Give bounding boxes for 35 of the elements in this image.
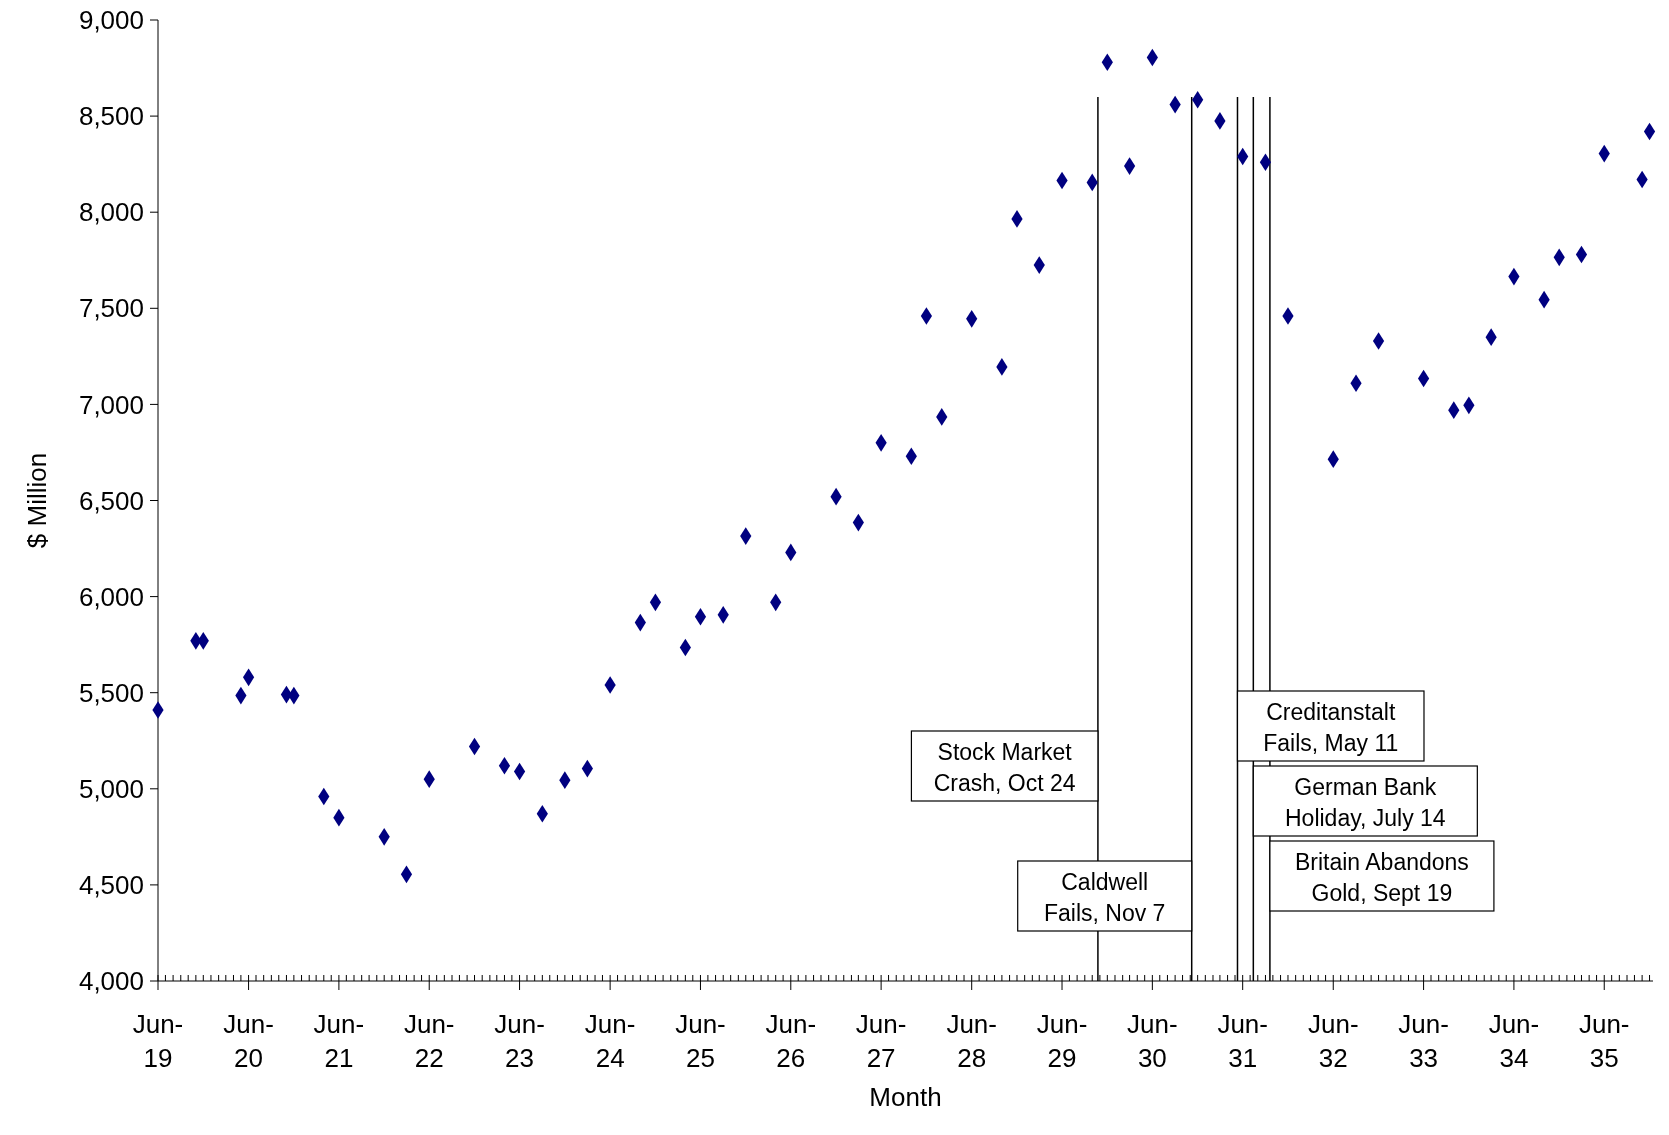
y-tick-label: 6,500 (78, 485, 144, 516)
x-tick-label: Jun-24 (584, 1009, 636, 1073)
x-tick-label: Jun-20 (223, 1009, 274, 1073)
x-tick-label: Jun-19 (132, 1009, 184, 1073)
x-tick-label: Jun-33 (1398, 1009, 1449, 1073)
x-axis-title: Month (869, 1082, 942, 1112)
x-tick-label: Jun-21 (313, 1009, 365, 1073)
y-tick-label: 4,500 (78, 870, 144, 900)
y-tick-label: 4,000 (78, 966, 144, 997)
ref-line-label: Britain Abandons Gold, Sept 19 (1294, 849, 1469, 906)
x-tick-label: Jun-30 (1127, 1009, 1178, 1073)
x-tick-label: Jun-23 (494, 1009, 545, 1073)
y-tick-label: 7,500 (78, 293, 144, 324)
ref-line-label: Creditanstalt Fails, May 11 (1263, 699, 1399, 756)
ref-line-label: German Bank Holiday, July 14 (1285, 774, 1446, 831)
x-tick-label: Jun-32 (1307, 1009, 1359, 1073)
y-tick-label: 8,000 (78, 197, 144, 228)
ref-line-label: Caldwell Fails, Nov 7 (1043, 869, 1166, 926)
x-tick-label: Jun-29 (1036, 1009, 1088, 1073)
x-tick-label: Jun-26 (765, 1009, 817, 1073)
x-tick-label: Jun-31 (1217, 1009, 1268, 1073)
x-tick-label: Jun-35 (1578, 1009, 1630, 1073)
y-axis-title: $ Million (22, 452, 52, 549)
x-tick-label: Jun-28 (946, 1009, 997, 1073)
y-tick-label: 5,500 (78, 677, 144, 708)
x-tick-label: Jun-22 (403, 1009, 455, 1073)
y-tick-label: 5,000 (78, 773, 144, 804)
y-tick-label: 8,500 (78, 101, 144, 132)
y-tick-label: 6,000 (78, 581, 144, 612)
x-tick-label: Jun-34 (1488, 1009, 1540, 1073)
x-tick-label: Jun-25 (675, 1009, 726, 1073)
y-tick-label: 7,000 (78, 389, 144, 420)
ref-line-label: Stock Market Crash, Oct 24 (933, 739, 1076, 796)
x-tick-label: Jun-27 (855, 1009, 907, 1073)
y-tick-label: 9,000 (78, 5, 144, 36)
